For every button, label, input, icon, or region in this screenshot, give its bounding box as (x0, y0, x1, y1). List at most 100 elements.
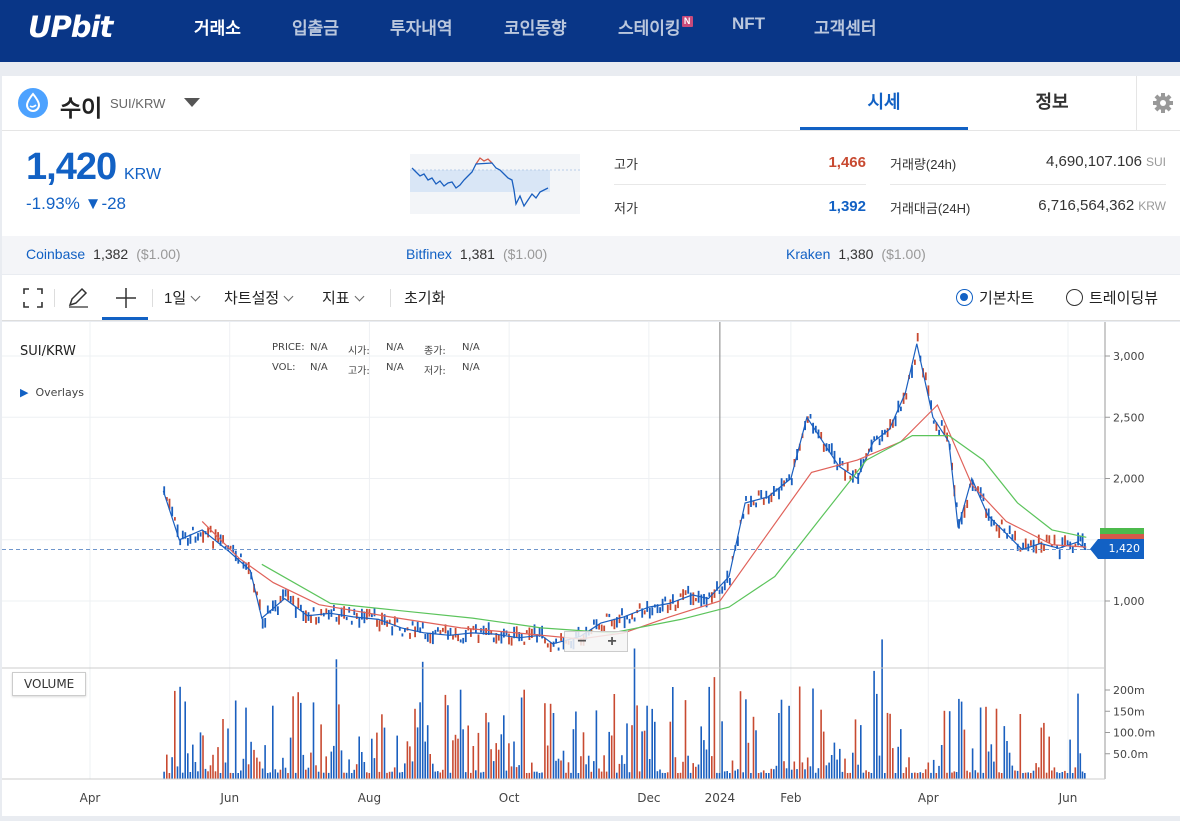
volume-bar (669, 721, 672, 779)
candle (737, 536, 739, 546)
candle (312, 607, 315, 612)
candle (419, 627, 422, 633)
low-label: 저가 (614, 201, 638, 216)
volume-bar (621, 755, 623, 779)
volume-bar (353, 769, 355, 779)
x-tick-label: Apr (80, 791, 101, 805)
price-chart-panel[interactable]: 3,0002,5002,0001,000ebAprJunAugOctDec202… (2, 322, 1180, 816)
volume-bar (426, 725, 429, 779)
candle (822, 443, 825, 452)
volume-label: VOLUME (12, 672, 87, 696)
nav-deposit[interactable]: 입출금 (292, 19, 339, 38)
volume-bar (361, 752, 363, 779)
candle (726, 570, 729, 583)
tab-info[interactable]: 정보 (1035, 92, 1069, 112)
candle (386, 620, 388, 627)
candle (878, 438, 881, 446)
coin-pair: SUI/KRW (110, 96, 166, 111)
volume-bar (330, 751, 333, 779)
volume-number: 4,690,107.106 (1046, 153, 1142, 170)
volume-bar (294, 772, 297, 779)
candle (814, 425, 817, 433)
candle (689, 592, 692, 605)
candle (396, 618, 399, 623)
volume-bar (442, 769, 444, 779)
draw-button[interactable] (66, 287, 90, 313)
candle (608, 613, 611, 618)
candle (836, 464, 839, 471)
volume-bar (948, 711, 951, 779)
low-info-value: N/A (462, 362, 480, 373)
candle (401, 633, 404, 637)
nav-staking[interactable]: 스테이킹 N (618, 14, 693, 39)
volume-bar (876, 693, 878, 779)
amount-number: 6,716,564,362 (1038, 197, 1135, 214)
volume-bar (723, 771, 726, 779)
candle (247, 562, 250, 575)
tradingview-radio[interactable]: 트레이딩뷰 (1066, 287, 1158, 308)
chart-settings-menu[interactable]: 차트설정 (224, 287, 294, 308)
volume-bar (242, 758, 245, 779)
candle (892, 419, 894, 428)
volume-bar (1071, 773, 1074, 779)
nav-nft[interactable]: NFT (732, 14, 766, 33)
volume-bar (623, 763, 626, 779)
volume-bar (457, 738, 459, 779)
zoom-in-button[interactable]: + (607, 633, 617, 650)
divider (54, 289, 55, 307)
nav-support[interactable]: 고객센터 (814, 19, 877, 38)
candle (628, 618, 631, 624)
volume-bar (745, 699, 747, 779)
volume-bar (765, 773, 767, 779)
settings-button[interactable] (1136, 76, 1180, 130)
volume-bar (376, 732, 378, 779)
ma-short-line (201, 403, 1087, 640)
volume-bar (770, 768, 773, 779)
volume-bar (846, 773, 849, 779)
candle (333, 604, 335, 611)
overlays-toggle[interactable]: ▶ Overlays (20, 386, 84, 399)
nav-exchange[interactable]: 거래소 (194, 19, 241, 38)
volume-bar (310, 752, 312, 779)
candle (935, 422, 938, 431)
zoom-out-button[interactable]: − (577, 633, 587, 650)
volume-bar (272, 705, 274, 779)
candle (993, 519, 995, 526)
volume-bar (284, 767, 287, 779)
volume-bar (508, 743, 510, 779)
candle (544, 637, 546, 644)
volume-bar (747, 742, 750, 779)
candle (212, 541, 214, 549)
candle (765, 490, 768, 499)
volume-bar (969, 772, 971, 779)
volume-tick-label: 200m (1113, 684, 1145, 697)
tab-price[interactable]: 시세 (800, 76, 968, 130)
volume-tick-label: 100.0m (1113, 727, 1155, 740)
volume-bar (396, 735, 398, 779)
volume-bar (184, 701, 186, 779)
volume-bar (282, 757, 284, 779)
price-tick-label: 1,000 (1113, 595, 1145, 608)
candle (924, 372, 927, 381)
volume-bar (419, 702, 421, 779)
chart-toolbar: 1일 차트설정 지표 초기화 기본차트 트레이딩뷰 (2, 275, 1180, 321)
coin-dropdown-icon[interactable] (184, 98, 200, 107)
upbit-logo[interactable]: UPbit (28, 10, 113, 44)
volume-bar (916, 773, 919, 779)
volume-bar (600, 771, 603, 779)
volume-bar (911, 772, 913, 779)
candle (943, 425, 946, 437)
candle (485, 628, 487, 635)
fullscreen-button[interactable] (22, 287, 44, 313)
price-chart[interactable]: 3,0002,5002,0001,000ebAprJunAugOctDec202… (2, 322, 1180, 816)
candle (562, 637, 565, 650)
nav-history[interactable]: 투자내역 (390, 19, 453, 38)
indicators-menu[interactable]: 지표 (322, 287, 365, 308)
nav-trends[interactable]: 코인동향 (504, 19, 567, 38)
candle (442, 627, 444, 632)
period-select[interactable]: 1일 (164, 287, 201, 308)
reset-button[interactable]: 초기화 (404, 290, 446, 307)
crosshair-button[interactable] (114, 286, 138, 314)
exchange-coinbase: Coinbase 1,382 ($1.00) (26, 246, 181, 262)
basic-chart-radio[interactable]: 기본차트 (956, 287, 1034, 308)
